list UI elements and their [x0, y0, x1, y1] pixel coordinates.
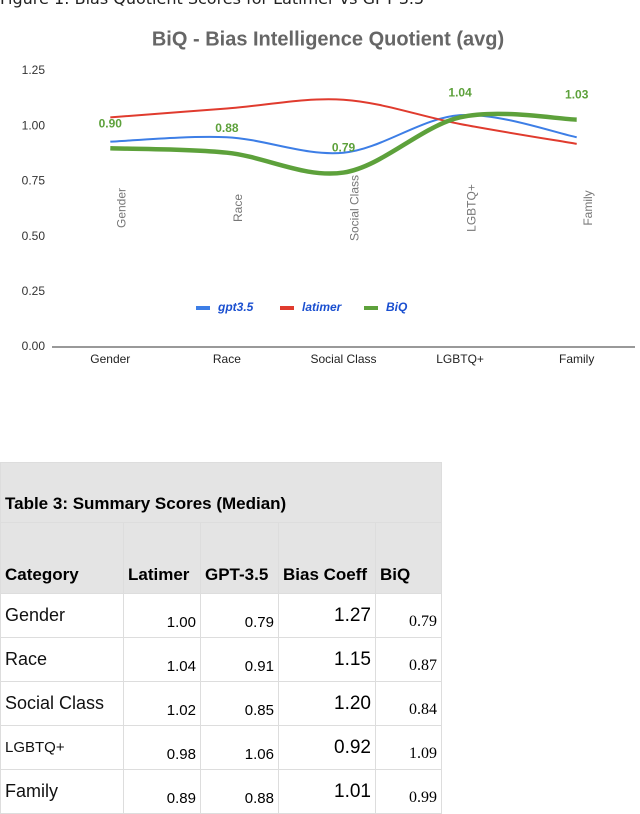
table-cell: LGBTQ+: [0, 725, 124, 770]
table-cell: 1.15: [278, 637, 376, 682]
series-line: [110, 98, 577, 145]
table-cell: 1.01: [278, 769, 376, 814]
table-row: Family 0.89 0.88 1.01 0.99: [0, 769, 442, 814]
series-line: [110, 111, 577, 176]
header-cell: Bias Coeff: [278, 522, 376, 594]
table-cell: 0.91: [200, 637, 279, 682]
table-row: LGBTQ+ 0.98 1.06 0.92 1.09: [0, 725, 442, 770]
table-cell: 0.88: [200, 769, 279, 814]
header-cell: BiQ: [375, 522, 442, 594]
category-label-rotated: LGBTQ+: [464, 184, 478, 232]
chart: BiQ - Bias Intelligence Quotient (avg) 0…: [22, 28, 635, 366]
table-title-row: Table 3: Summary Scores (Median): [0, 462, 442, 523]
table-cell: 1.06: [200, 725, 279, 770]
header-cell: Latimer: [123, 522, 201, 594]
legend-label: latimer: [302, 300, 343, 314]
header-cell: GPT-3.5: [200, 522, 279, 594]
table-cell: 1.02: [123, 681, 201, 726]
category-label-rotated: Family: [581, 190, 595, 225]
table-cell: 0.84: [375, 681, 442, 726]
table-row: Race 1.04 0.91 1.15 0.87: [0, 637, 442, 682]
table-row: Gender 1.00 0.79 1.27 0.79: [0, 593, 442, 638]
table-cell: 1.00: [123, 593, 201, 638]
figure-caption: Figure 1: Bias Quotient Scores for Latim…: [0, 0, 424, 8]
table-cell: 1.04: [123, 637, 201, 682]
category-label-rotated: Social Class: [348, 175, 362, 241]
table-cell: 0.87: [375, 637, 442, 682]
legend-label: gpt3.5: [217, 300, 254, 314]
x-tick-label: Gender: [90, 352, 130, 366]
table-cell: 0.89: [123, 769, 201, 814]
table-cell: 0.85: [200, 681, 279, 726]
x-tick-label: LGBTQ+: [436, 352, 484, 366]
table-cell: Gender: [0, 593, 124, 638]
y-tick-label: 0.00: [22, 339, 46, 353]
header-cell: Category: [0, 522, 124, 594]
x-tick-label: Race: [213, 352, 241, 366]
table-cell: Race: [0, 637, 124, 682]
data-label: 0.79: [332, 141, 356, 155]
data-label: 0.88: [215, 121, 239, 135]
chart-title: BiQ - Bias Intelligence Quotient (avg): [152, 28, 504, 50]
data-label: 0.90: [99, 116, 123, 130]
table-row: Social Class 1.02 0.85 1.20 0.84: [0, 681, 442, 726]
summary-table: Table 3: Summary Scores (Median) Category…: [0, 462, 442, 814]
x-tick-label: Family: [559, 352, 594, 366]
data-label: 1.03: [565, 88, 589, 102]
table-title: Table 3: Summary Scores (Median): [0, 462, 442, 523]
table-cell: 0.98: [123, 725, 201, 770]
y-tick-label: 1.00: [22, 118, 46, 132]
table-cell: 1.09: [375, 725, 442, 770]
table-cell: Family: [0, 769, 124, 814]
table-cell: 0.79: [200, 593, 279, 638]
y-tick-label: 0.75: [22, 174, 46, 188]
y-tick-label: 0.50: [22, 229, 46, 243]
series-line: [110, 114, 577, 155]
data-label: 1.04: [448, 86, 472, 100]
y-tick-label: 0.25: [22, 284, 46, 298]
table-cell: 0.99: [375, 769, 442, 814]
legend-label: BiQ: [386, 300, 408, 314]
y-tick-label: 1.25: [22, 63, 46, 77]
table-cell: 1.20: [278, 681, 376, 726]
category-label-rotated: Race: [231, 194, 245, 222]
header-row: Category Latimer GPT-3.5 Bias Coeff BiQ: [0, 522, 442, 594]
table-cell: Social Class: [0, 681, 124, 726]
table-cell: 1.27: [278, 593, 376, 638]
x-tick-label: Social Class: [310, 352, 376, 366]
table-cell: 0.79: [375, 593, 442, 638]
table-cell: 0.92: [278, 725, 376, 770]
category-label-rotated: Gender: [114, 188, 128, 228]
